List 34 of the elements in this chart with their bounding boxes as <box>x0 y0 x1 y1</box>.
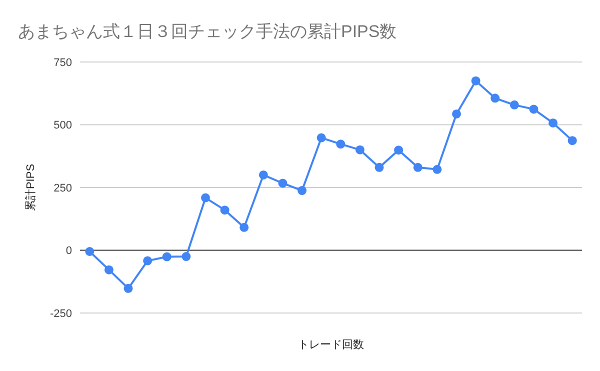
y-tick-label: 250 <box>54 182 72 194</box>
y-tick-label: 0 <box>66 245 72 258</box>
point <box>568 136 577 146</box>
point <box>432 164 442 174</box>
point <box>182 252 191 262</box>
chart-title: あまちゃん式１日３回チェック手法の累計PIPS数 <box>18 22 397 41</box>
point <box>529 104 538 114</box>
y-tick-label: 750 <box>54 56 72 69</box>
point <box>355 145 364 154</box>
point <box>471 76 480 86</box>
point <box>162 252 172 262</box>
point <box>124 284 133 293</box>
point <box>394 146 404 155</box>
point <box>336 140 346 149</box>
point <box>258 170 268 180</box>
point <box>220 206 230 215</box>
point <box>143 256 152 266</box>
y-tick-label: 500 <box>54 120 72 132</box>
point <box>490 94 500 103</box>
point <box>548 118 558 128</box>
point <box>413 162 422 172</box>
point <box>298 186 307 196</box>
point <box>510 100 519 110</box>
point <box>85 247 94 256</box>
y-axis-title: 累計PIPS <box>24 164 37 212</box>
point <box>374 162 384 172</box>
point <box>201 193 210 202</box>
point <box>240 222 249 232</box>
x-axis-title: トレード回数 <box>298 339 364 351</box>
point <box>452 109 461 118</box>
point <box>316 133 326 142</box>
point <box>278 178 288 188</box>
y-tick-label: -250 <box>50 308 72 320</box>
point <box>104 265 114 274</box>
